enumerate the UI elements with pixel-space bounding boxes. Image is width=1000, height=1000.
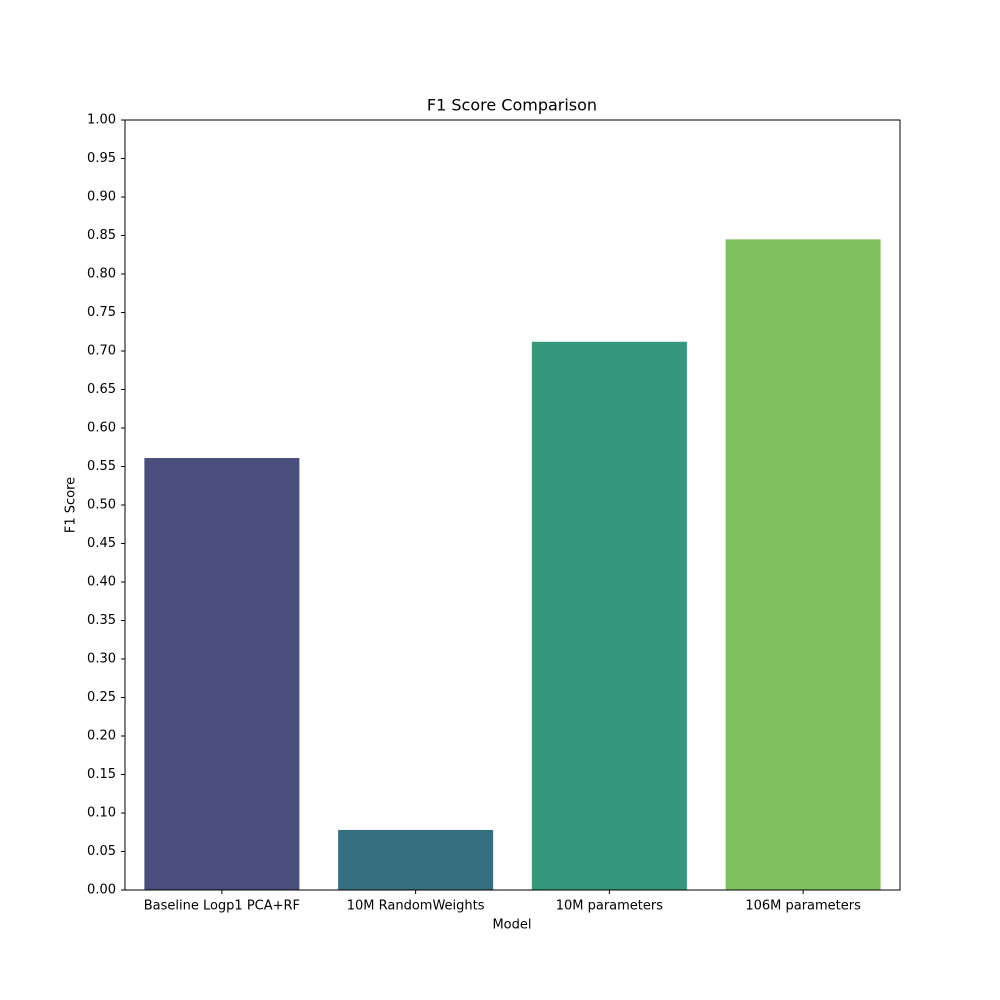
y-tick-label: 0.25 — [87, 690, 116, 705]
x-tick-label: 10M RandomWeights — [347, 899, 485, 914]
y-tick-label: 1.00 — [87, 113, 116, 128]
x-axis-label: Model — [492, 918, 531, 933]
plot-frame — [124, 119, 901, 891]
y-tick-label: 0.35 — [87, 613, 116, 628]
bar — [338, 829, 494, 890]
x-tick-label: 106M parameters — [745, 899, 861, 914]
bar — [144, 458, 300, 890]
y-tick-label: 0.60 — [87, 421, 116, 436]
y-tick-label: 0.50 — [87, 498, 116, 513]
y-tick-label: 0.70 — [87, 344, 116, 359]
y-tick-label: 0.20 — [87, 729, 116, 744]
x-tick-label: 10M parameters — [556, 899, 664, 914]
y-tick-label: 0.90 — [87, 190, 116, 205]
y-tick-label: 0.10 — [87, 806, 116, 821]
bar — [531, 341, 687, 890]
y-tick-label: 0.45 — [87, 536, 116, 551]
y-tick-label: 0.95 — [87, 151, 116, 166]
y-tick-label: 0.05 — [87, 844, 116, 859]
y-tick-label: 0.65 — [87, 382, 116, 397]
y-tick-label: 0.30 — [87, 652, 116, 667]
chart-title: F1 Score Comparison — [427, 96, 597, 115]
y-tick-label: 0.55 — [87, 459, 116, 474]
y-tick-label: 0.15 — [87, 767, 116, 782]
y-tick-label: 0.00 — [87, 883, 116, 898]
y-tick-label: 0.75 — [87, 305, 116, 320]
y-tick-label: 0.80 — [87, 267, 116, 282]
y-tick-label: 0.40 — [87, 575, 116, 590]
bar — [725, 239, 881, 891]
x-tick-label: Baseline Logp1 PCA+RF — [144, 899, 300, 914]
y-axis-label: F1 Score — [64, 477, 79, 533]
y-tick-label: 0.85 — [87, 228, 116, 243]
